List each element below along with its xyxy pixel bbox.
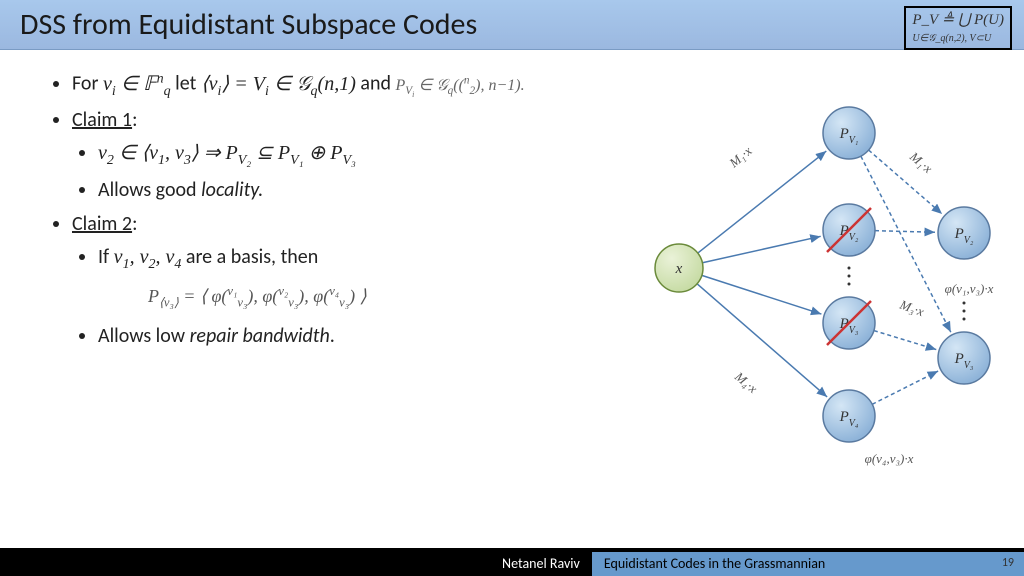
svg-text:M₃·x: M₃·x	[897, 296, 926, 319]
claim2-if: If v1, v2, v4 are a basis, then P⟨v₃⟩ = …	[98, 242, 620, 313]
claim1-math: v2 ∈ ⟨v1, v3⟩ ⇒ PV₂ ⊆ PV₁ ⊕ PV₃	[98, 138, 620, 172]
footer-author: Netanel Raviv	[490, 552, 592, 576]
svg-text:M₁·x: M₁·x	[726, 143, 755, 171]
svg-text:φ(v₄,v₃)·x: φ(v₄,v₃)·x	[865, 451, 914, 466]
slide-title: DSS from Equidistant Subspace Codes	[0, 0, 1024, 50]
claim2-formula: P⟨v₃⟩ = ⟨ φ(v₁v₃), φ(v₂v₃), φ(v₄v₃) ⟩	[148, 282, 620, 313]
bullet-claim1: Claim 1: v2 ∈ ⟨v1, v3⟩ ⇒ PV₂ ⊆ PV₁ ⊕ PV₃…	[72, 105, 620, 206]
text-column: For vi ∈ 𝔽nq let ⟨vi⟩ = Vi ∈ 𝒢q(n,1) and…	[50, 68, 620, 355]
diagram-area: M₁·xM₄·xM₁·xM₃·xxPV₁PV₂PV₃PV₄PV₂PV₃φ(v₁,…	[619, 58, 1014, 498]
svg-text:x: x	[675, 261, 683, 277]
footer-page: 19	[992, 552, 1024, 576]
claim1-text: Allows good locality.	[98, 175, 620, 206]
definition-box: P_V ≜ ⋃ P(U) U∈𝒢_q(n,2), V⊂U	[904, 6, 1012, 50]
svg-text:φ(v₁,v₃)·x: φ(v₁,v₃)·x	[945, 281, 994, 296]
svg-text:M₁·x: M₁·x	[906, 148, 935, 176]
footer-talk: Equidistant Codes in the Grassmannian	[592, 552, 992, 576]
bullet-claim2: Claim 2: If v1, v2, v4 are a basis, then…	[72, 209, 620, 352]
footer-spacer	[0, 552, 490, 576]
diagram-svg: M₁·xM₄·xM₁·xM₃·xxPV₁PV₂PV₃PV₄PV₂PV₃φ(v₁,…	[619, 58, 1014, 498]
svg-text:M₄·x: M₄·x	[731, 368, 760, 396]
footer: Netanel Raviv Equidistant Codes in the G…	[0, 552, 1024, 576]
claim2-text: Allows low repair bandwidth.	[98, 321, 620, 352]
bullet-for: For vi ∈ 𝔽nq let ⟨vi⟩ = Vi ∈ 𝒢q(n,1) and…	[72, 68, 620, 102]
